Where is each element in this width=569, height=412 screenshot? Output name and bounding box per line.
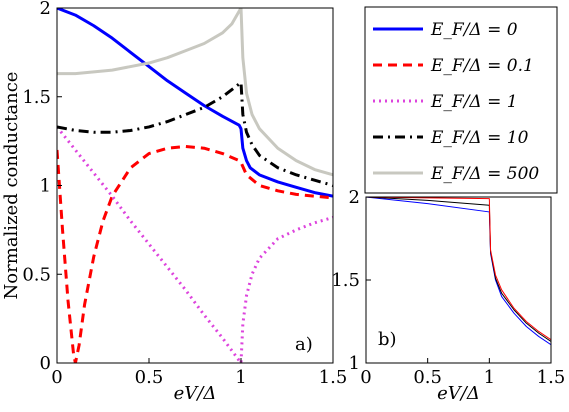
chart-b-ytick-label-2: 2: [349, 187, 360, 208]
legend: E_F/Δ = 0 E_F/Δ = 0.1 E_F/Δ = 1 E_F/Δ = 10 E…: [364, 6, 558, 194]
chart-a-series-0: [57, 8, 333, 198]
chart-a-ytick-label-0: 0: [40, 353, 51, 374]
chart-b-ytick-label-0: 1: [349, 353, 360, 374]
chart-b-panel-label: b): [378, 329, 397, 350]
chart-a: 0 0.5 1 1.5 0 0.5 1 1.5 2 eV/Δ Normalized conducta…: [1, 0, 347, 404]
chart-b-ytick-label-1: 1.5: [331, 270, 360, 291]
chart-a-panel-label: a): [295, 334, 313, 355]
chart-b-series-2: [366, 197, 551, 341]
legend-label-0: E_F/Δ = 0: [430, 20, 518, 40]
legend-label-1: E_F/Δ = 0.1: [430, 56, 534, 76]
legend-label-3: E_F/Δ = 10: [430, 128, 529, 148]
chart-a-xtick-label-2: 1: [235, 367, 246, 388]
chart-a-xtick-label-1: 0.5: [135, 367, 164, 388]
chart-b-xlabel: eV/Δ: [437, 383, 480, 404]
chart-a-xlabel: eV/Δ: [174, 383, 217, 404]
chart-a-ytick-label-2: 1: [40, 176, 51, 197]
chart-a-ytick-label-1: 0.5: [22, 264, 51, 285]
chart-b-xtick-label-0: 0: [360, 367, 371, 388]
chart-a-xtick-label-0: 0: [51, 367, 62, 388]
chart-b-series-0: [366, 197, 551, 346]
chart-a-ytick-label-3: 1.5: [22, 87, 51, 108]
chart-b-xtick-label-2: 1: [484, 367, 495, 388]
chart-b: 0 0.5 1 1.5 1 1.5 2 eV/Δ b): [331, 187, 565, 404]
chart-a-series-4: [57, 8, 333, 177]
chart-a-series-1: [57, 144, 333, 363]
legend-label-4: E_F/Δ = 500: [430, 164, 539, 184]
chart-a-series-2: [57, 125, 333, 363]
chart-a-xtick-label-3: 1.5: [319, 367, 348, 388]
legend-label-2: E_F/Δ = 1: [430, 92, 518, 112]
chart-a-series-3: [57, 81, 333, 187]
chart-b-xtick-label-1: 0.5: [413, 367, 442, 388]
chart-b-series-1: [366, 197, 551, 342]
chart-a-ylabel: Normalized conductance: [1, 72, 22, 300]
chart-a-ytick-label-4: 2: [40, 0, 51, 19]
chart-b-xtick-label-3: 1.5: [537, 367, 566, 388]
